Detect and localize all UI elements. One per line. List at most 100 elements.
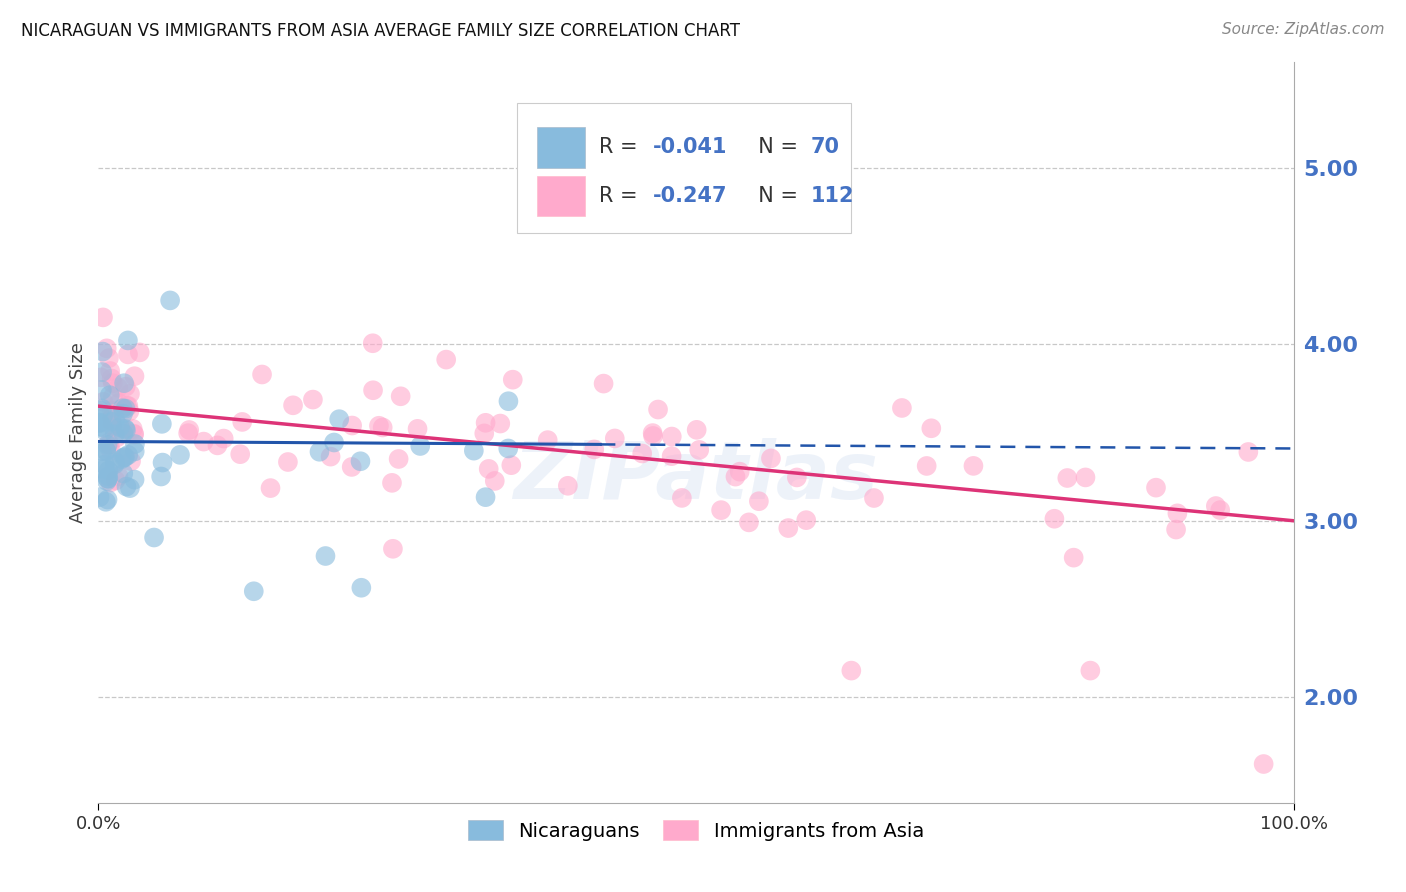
- Point: [117, 334, 139, 348]
- Point: [150, 469, 173, 483]
- Point: [537, 433, 560, 447]
- Point: [308, 444, 330, 458]
- Point: [108, 396, 131, 410]
- Point: [361, 384, 384, 398]
- Point: [496, 442, 519, 456]
- Point: [117, 347, 139, 361]
- Point: [193, 434, 215, 449]
- Point: [89, 403, 111, 417]
- Point: [93, 458, 115, 472]
- Point: [661, 429, 683, 443]
- Point: [104, 474, 127, 488]
- Point: [841, 664, 863, 678]
- Point: [98, 388, 121, 402]
- Point: [328, 412, 350, 426]
- Point: [207, 438, 229, 452]
- Point: [1063, 550, 1085, 565]
- Point: [1205, 499, 1227, 513]
- Point: [115, 423, 138, 437]
- Text: R =: R =: [599, 137, 644, 157]
- Point: [920, 421, 942, 435]
- Point: [152, 456, 174, 470]
- Point: [641, 426, 664, 441]
- Point: [101, 410, 124, 425]
- Point: [101, 376, 124, 391]
- Point: [89, 416, 111, 430]
- Point: [557, 479, 579, 493]
- Point: [406, 422, 429, 436]
- Text: ZIPatlas: ZIPatlas: [513, 438, 879, 516]
- Point: [104, 427, 127, 442]
- Point: [122, 427, 145, 442]
- Point: [112, 426, 135, 441]
- Text: -0.247: -0.247: [652, 186, 727, 206]
- Point: [112, 407, 135, 421]
- Point: [962, 458, 984, 473]
- Point: [118, 404, 141, 418]
- Point: [100, 443, 122, 458]
- Point: [349, 454, 371, 468]
- Point: [281, 398, 304, 412]
- Point: [108, 420, 131, 434]
- Point: [128, 345, 150, 359]
- Point: [1237, 445, 1260, 459]
- Point: [502, 373, 524, 387]
- Point: [91, 395, 114, 409]
- Point: [90, 383, 112, 397]
- Point: [661, 214, 683, 228]
- Point: [107, 469, 129, 483]
- Point: [671, 491, 693, 505]
- Point: [661, 449, 683, 463]
- Point: [89, 490, 111, 504]
- Point: [98, 364, 121, 378]
- Point: [104, 457, 127, 471]
- Point: [89, 416, 111, 430]
- Point: [143, 531, 166, 545]
- Point: [631, 446, 654, 460]
- Point: [371, 420, 394, 434]
- Point: [409, 439, 432, 453]
- Y-axis label: Average Family Size: Average Family Size: [69, 343, 87, 523]
- Point: [112, 450, 135, 465]
- Point: [302, 392, 325, 407]
- Text: Source: ZipAtlas.com: Source: ZipAtlas.com: [1222, 22, 1385, 37]
- Point: [389, 389, 412, 403]
- Point: [1253, 757, 1275, 772]
- Text: NICARAGUAN VS IMMIGRANTS FROM ASIA AVERAGE FAMILY SIZE CORRELATION CHART: NICARAGUAN VS IMMIGRANTS FROM ASIA AVERA…: [21, 22, 740, 40]
- Point: [592, 376, 614, 391]
- Point: [748, 494, 770, 508]
- Point: [1080, 664, 1102, 678]
- Point: [122, 426, 145, 441]
- FancyBboxPatch shape: [517, 103, 852, 233]
- Point: [688, 442, 710, 457]
- Point: [319, 450, 342, 464]
- Point: [91, 310, 114, 325]
- Point: [90, 370, 112, 384]
- Point: [101, 390, 124, 404]
- Legend: Nicaraguans, Immigrants from Asia: Nicaraguans, Immigrants from Asia: [460, 813, 932, 848]
- Text: N =: N =: [745, 137, 804, 157]
- Point: [381, 541, 404, 556]
- Point: [786, 470, 808, 484]
- Point: [501, 458, 523, 473]
- Point: [350, 581, 373, 595]
- Text: R =: R =: [599, 186, 644, 206]
- Bar: [537, 176, 585, 217]
- Point: [94, 443, 117, 458]
- Point: [96, 341, 118, 355]
- Point: [259, 481, 281, 495]
- Point: [277, 455, 299, 469]
- Bar: [537, 127, 585, 168]
- Point: [100, 371, 122, 385]
- Point: [583, 442, 606, 457]
- Point: [115, 479, 138, 493]
- Point: [361, 336, 384, 351]
- Point: [111, 401, 134, 416]
- Point: [93, 424, 115, 438]
- Point: [915, 458, 938, 473]
- Point: [340, 459, 363, 474]
- Point: [340, 418, 363, 433]
- Point: [118, 386, 141, 401]
- Point: [243, 584, 266, 599]
- Point: [98, 413, 121, 427]
